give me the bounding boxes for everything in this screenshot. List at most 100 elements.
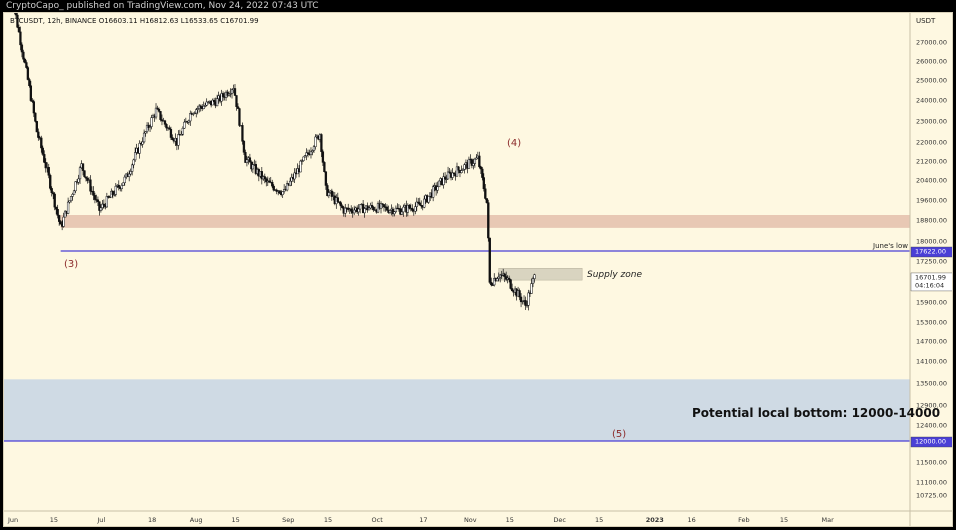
candle-body	[452, 172, 456, 174]
candle-body	[98, 201, 101, 211]
price-tick-label: 15900.00	[916, 299, 947, 307]
candle-body	[414, 206, 417, 212]
candle-body	[321, 151, 325, 163]
candle-body	[381, 203, 384, 205]
support-band	[60, 215, 911, 228]
candle-body	[230, 89, 234, 94]
candle-body	[74, 181, 77, 192]
candle-body	[19, 31, 22, 46]
candle-body	[402, 206, 405, 213]
candle-body	[472, 163, 475, 166]
candle-body	[451, 172, 454, 178]
time-axis[interactable]: Jun 15 Jul 18 Aug 15 Sep 15 Oct 17 Nov 15 Dec 15 2023 1…	[7, 516, 834, 524]
candle-body	[393, 211, 396, 215]
candle-body	[242, 141, 246, 153]
price-tick-label: 11500.00	[916, 459, 947, 467]
candle-body	[293, 172, 296, 180]
candle-body	[473, 158, 477, 164]
candle-body	[330, 190, 333, 197]
candle-body	[77, 178, 80, 183]
candle-body	[86, 178, 89, 181]
price-axis[interactable]: USDT 27000.00 26000.00 25000.00 24000.00 2300…	[916, 17, 947, 500]
time-tick-label: 18	[148, 516, 156, 524]
candle-body	[503, 273, 506, 277]
candle-body	[432, 186, 435, 198]
candle-body	[92, 191, 95, 196]
candle-body	[299, 160, 302, 173]
candle-body	[180, 134, 183, 136]
candle-body	[229, 93, 232, 95]
candle-body	[235, 95, 238, 107]
candle-body	[417, 201, 420, 204]
candle-body	[128, 173, 131, 177]
candle-body	[497, 276, 500, 279]
candle-body	[123, 176, 126, 184]
candle-body	[122, 182, 125, 186]
time-tick-label: Nov	[464, 516, 477, 524]
candle-body	[302, 156, 305, 161]
candle-body	[49, 175, 52, 189]
candle-body	[478, 155, 481, 168]
candle-body	[114, 185, 117, 195]
wave-5-label: (5)	[612, 429, 627, 440]
candle-body	[244, 152, 247, 163]
candle-body	[35, 121, 38, 133]
candle-body	[306, 152, 310, 154]
candle-body	[25, 62, 28, 68]
candle-body	[309, 151, 313, 156]
candle-body	[28, 79, 31, 87]
candle-body	[350, 208, 353, 212]
candle-body	[16, 14, 19, 28]
candle-body	[385, 206, 389, 211]
candle-body	[491, 284, 494, 286]
candle-body	[169, 129, 173, 138]
candle-body	[52, 192, 55, 195]
candle-body	[31, 100, 34, 102]
candle-body	[111, 190, 114, 196]
candle-body	[531, 278, 535, 284]
price-chart[interactable]: USDT 27000.00 26000.00 25000.00 24000.00 2300…	[4, 13, 953, 527]
candle-body	[436, 186, 439, 191]
candle-body	[496, 278, 499, 282]
candle-body	[96, 199, 100, 202]
candle-body	[163, 120, 167, 125]
candle-body	[47, 167, 50, 176]
candle-body	[363, 208, 366, 214]
candle-body	[488, 237, 491, 283]
symbol-header: BTCUSDT, 12h, BINANCE O16603.11 H16812.6…	[10, 17, 259, 25]
candle-body	[154, 107, 158, 118]
candle-body	[227, 93, 231, 96]
price-tick-label: 18000.00	[916, 238, 947, 246]
candle-body	[199, 105, 202, 108]
candle-body	[508, 277, 511, 280]
candle-body	[144, 131, 147, 134]
candle-body	[26, 67, 30, 80]
candle-body	[427, 196, 430, 203]
axis-currency: USDT	[916, 17, 936, 25]
candle-body	[448, 171, 451, 174]
candle-body	[62, 216, 65, 227]
candle-body	[202, 105, 205, 110]
candle-body	[533, 274, 536, 279]
candle-body	[37, 131, 40, 138]
wave-3-label: (3)	[64, 259, 79, 270]
time-tick-label: Jun	[7, 516, 18, 524]
candle-body	[165, 124, 168, 129]
candle-body	[157, 109, 161, 112]
chart-panel[interactable]: USDT 27000.00 26000.00 25000.00 24000.00 2300…	[3, 12, 953, 527]
candle-body	[254, 164, 257, 174]
junes-low-flag	[910, 246, 952, 258]
time-tick-label: Aug	[190, 516, 203, 524]
price-tick-label: 21200.00	[916, 158, 947, 166]
candle-body	[193, 112, 196, 114]
candle-body	[99, 207, 103, 211]
candle-body	[460, 170, 463, 173]
candle-body	[445, 178, 448, 180]
candle-body	[177, 134, 180, 146]
candle-body	[493, 278, 496, 286]
publisher-text: CryptoCapo_ published on TradingView.com…	[6, 1, 319, 11]
potential-bottom-label: Potential local bottom: 12000-14000	[692, 406, 941, 420]
time-tick-label: 2023	[646, 516, 664, 524]
candle-body	[145, 124, 149, 133]
candle-body	[69, 196, 73, 202]
